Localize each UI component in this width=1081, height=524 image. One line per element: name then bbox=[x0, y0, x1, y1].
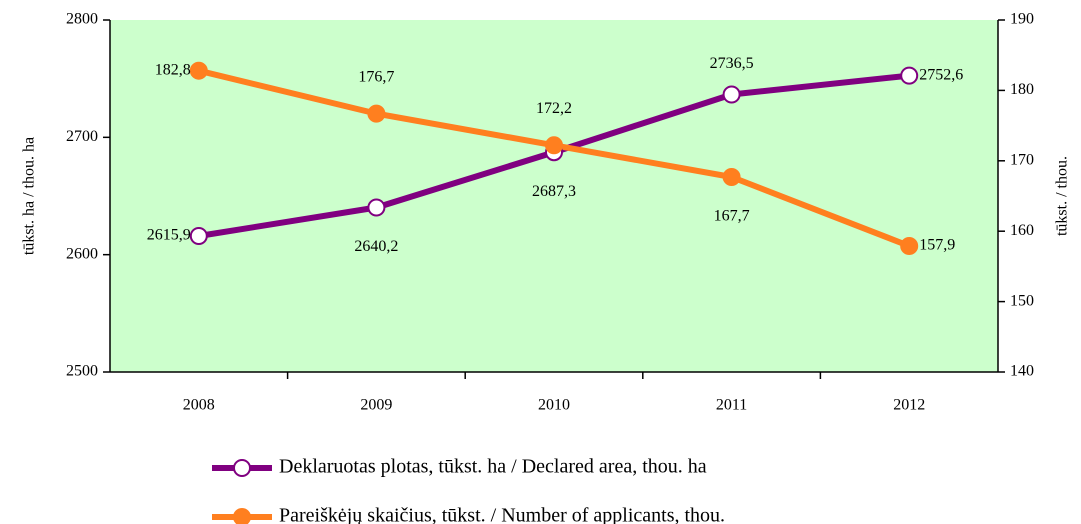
y2-tick-label: 160 bbox=[1010, 222, 1034, 239]
y-axis-label: tūkst. ha / thou. ha bbox=[21, 137, 38, 255]
point-marker bbox=[189, 61, 208, 80]
y2-tick-label: 170 bbox=[1010, 151, 1034, 168]
x-tick-label: 2009 bbox=[360, 397, 392, 414]
point-marker bbox=[722, 167, 741, 186]
y-tick-label: 2600 bbox=[66, 245, 98, 262]
data-label: 176,7 bbox=[358, 68, 394, 85]
plot-area bbox=[110, 20, 998, 372]
point-marker bbox=[189, 227, 208, 246]
data-label: 2640,2 bbox=[354, 238, 398, 255]
x-tick-label: 2008 bbox=[183, 397, 215, 414]
legend-label: Pareiškėjų skaičius, tūkst. / Number of … bbox=[279, 505, 725, 524]
y-tick-label: 2700 bbox=[66, 128, 98, 145]
point-marker bbox=[900, 66, 919, 85]
data-label: 157,9 bbox=[919, 237, 955, 254]
y2-tick-label: 180 bbox=[1010, 81, 1034, 98]
point-marker bbox=[367, 104, 386, 123]
data-label: 172,2 bbox=[536, 100, 572, 117]
legend-label: Deklaruotas plotas, tūkst. ha / Declared… bbox=[279, 456, 707, 478]
legend-marker bbox=[233, 508, 251, 524]
x-tick-label: 2012 bbox=[893, 397, 925, 414]
y2-axis-label: tūkst. / thou. bbox=[1054, 156, 1071, 236]
data-label: 167,7 bbox=[714, 208, 750, 225]
y2-tick-label: 190 bbox=[1010, 11, 1034, 28]
point-marker bbox=[900, 236, 919, 255]
legend-marker bbox=[233, 459, 251, 477]
y-tick-label: 2500 bbox=[66, 363, 98, 380]
point-marker bbox=[545, 136, 563, 155]
data-label: 2687,3 bbox=[532, 183, 576, 200]
data-label: 182,8 bbox=[155, 61, 191, 78]
point-marker bbox=[722, 85, 741, 104]
x-tick-label: 2011 bbox=[716, 397, 747, 414]
y-tick-label: 2800 bbox=[66, 11, 98, 28]
point-marker bbox=[367, 198, 386, 217]
y2-tick-label: 140 bbox=[1010, 363, 1034, 380]
data-label: 2615,9 bbox=[147, 227, 191, 244]
y2-tick-label: 150 bbox=[1010, 292, 1034, 309]
data-label: 2752,6 bbox=[919, 66, 963, 83]
x-tick-label: 2010 bbox=[538, 397, 570, 414]
data-label: 2736,5 bbox=[710, 55, 754, 72]
